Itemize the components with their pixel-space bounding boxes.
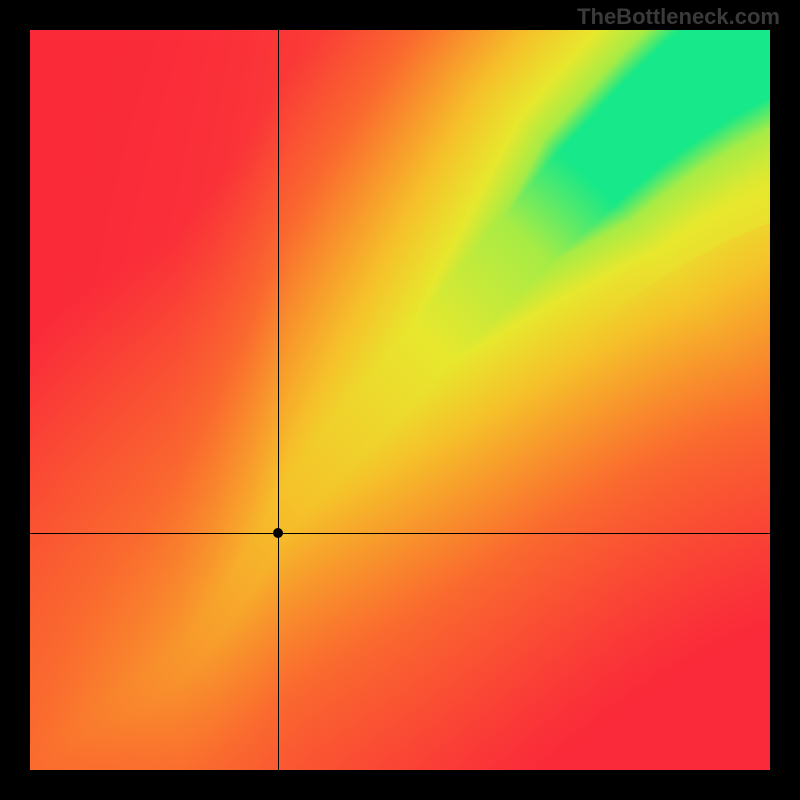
crosshair-horizontal (30, 533, 770, 534)
watermark-text: TheBottleneck.com (577, 4, 780, 30)
crosshair-vertical (278, 30, 279, 770)
data-point-marker (273, 528, 283, 538)
heatmap-canvas (30, 30, 770, 770)
heatmap-plot (30, 30, 770, 770)
